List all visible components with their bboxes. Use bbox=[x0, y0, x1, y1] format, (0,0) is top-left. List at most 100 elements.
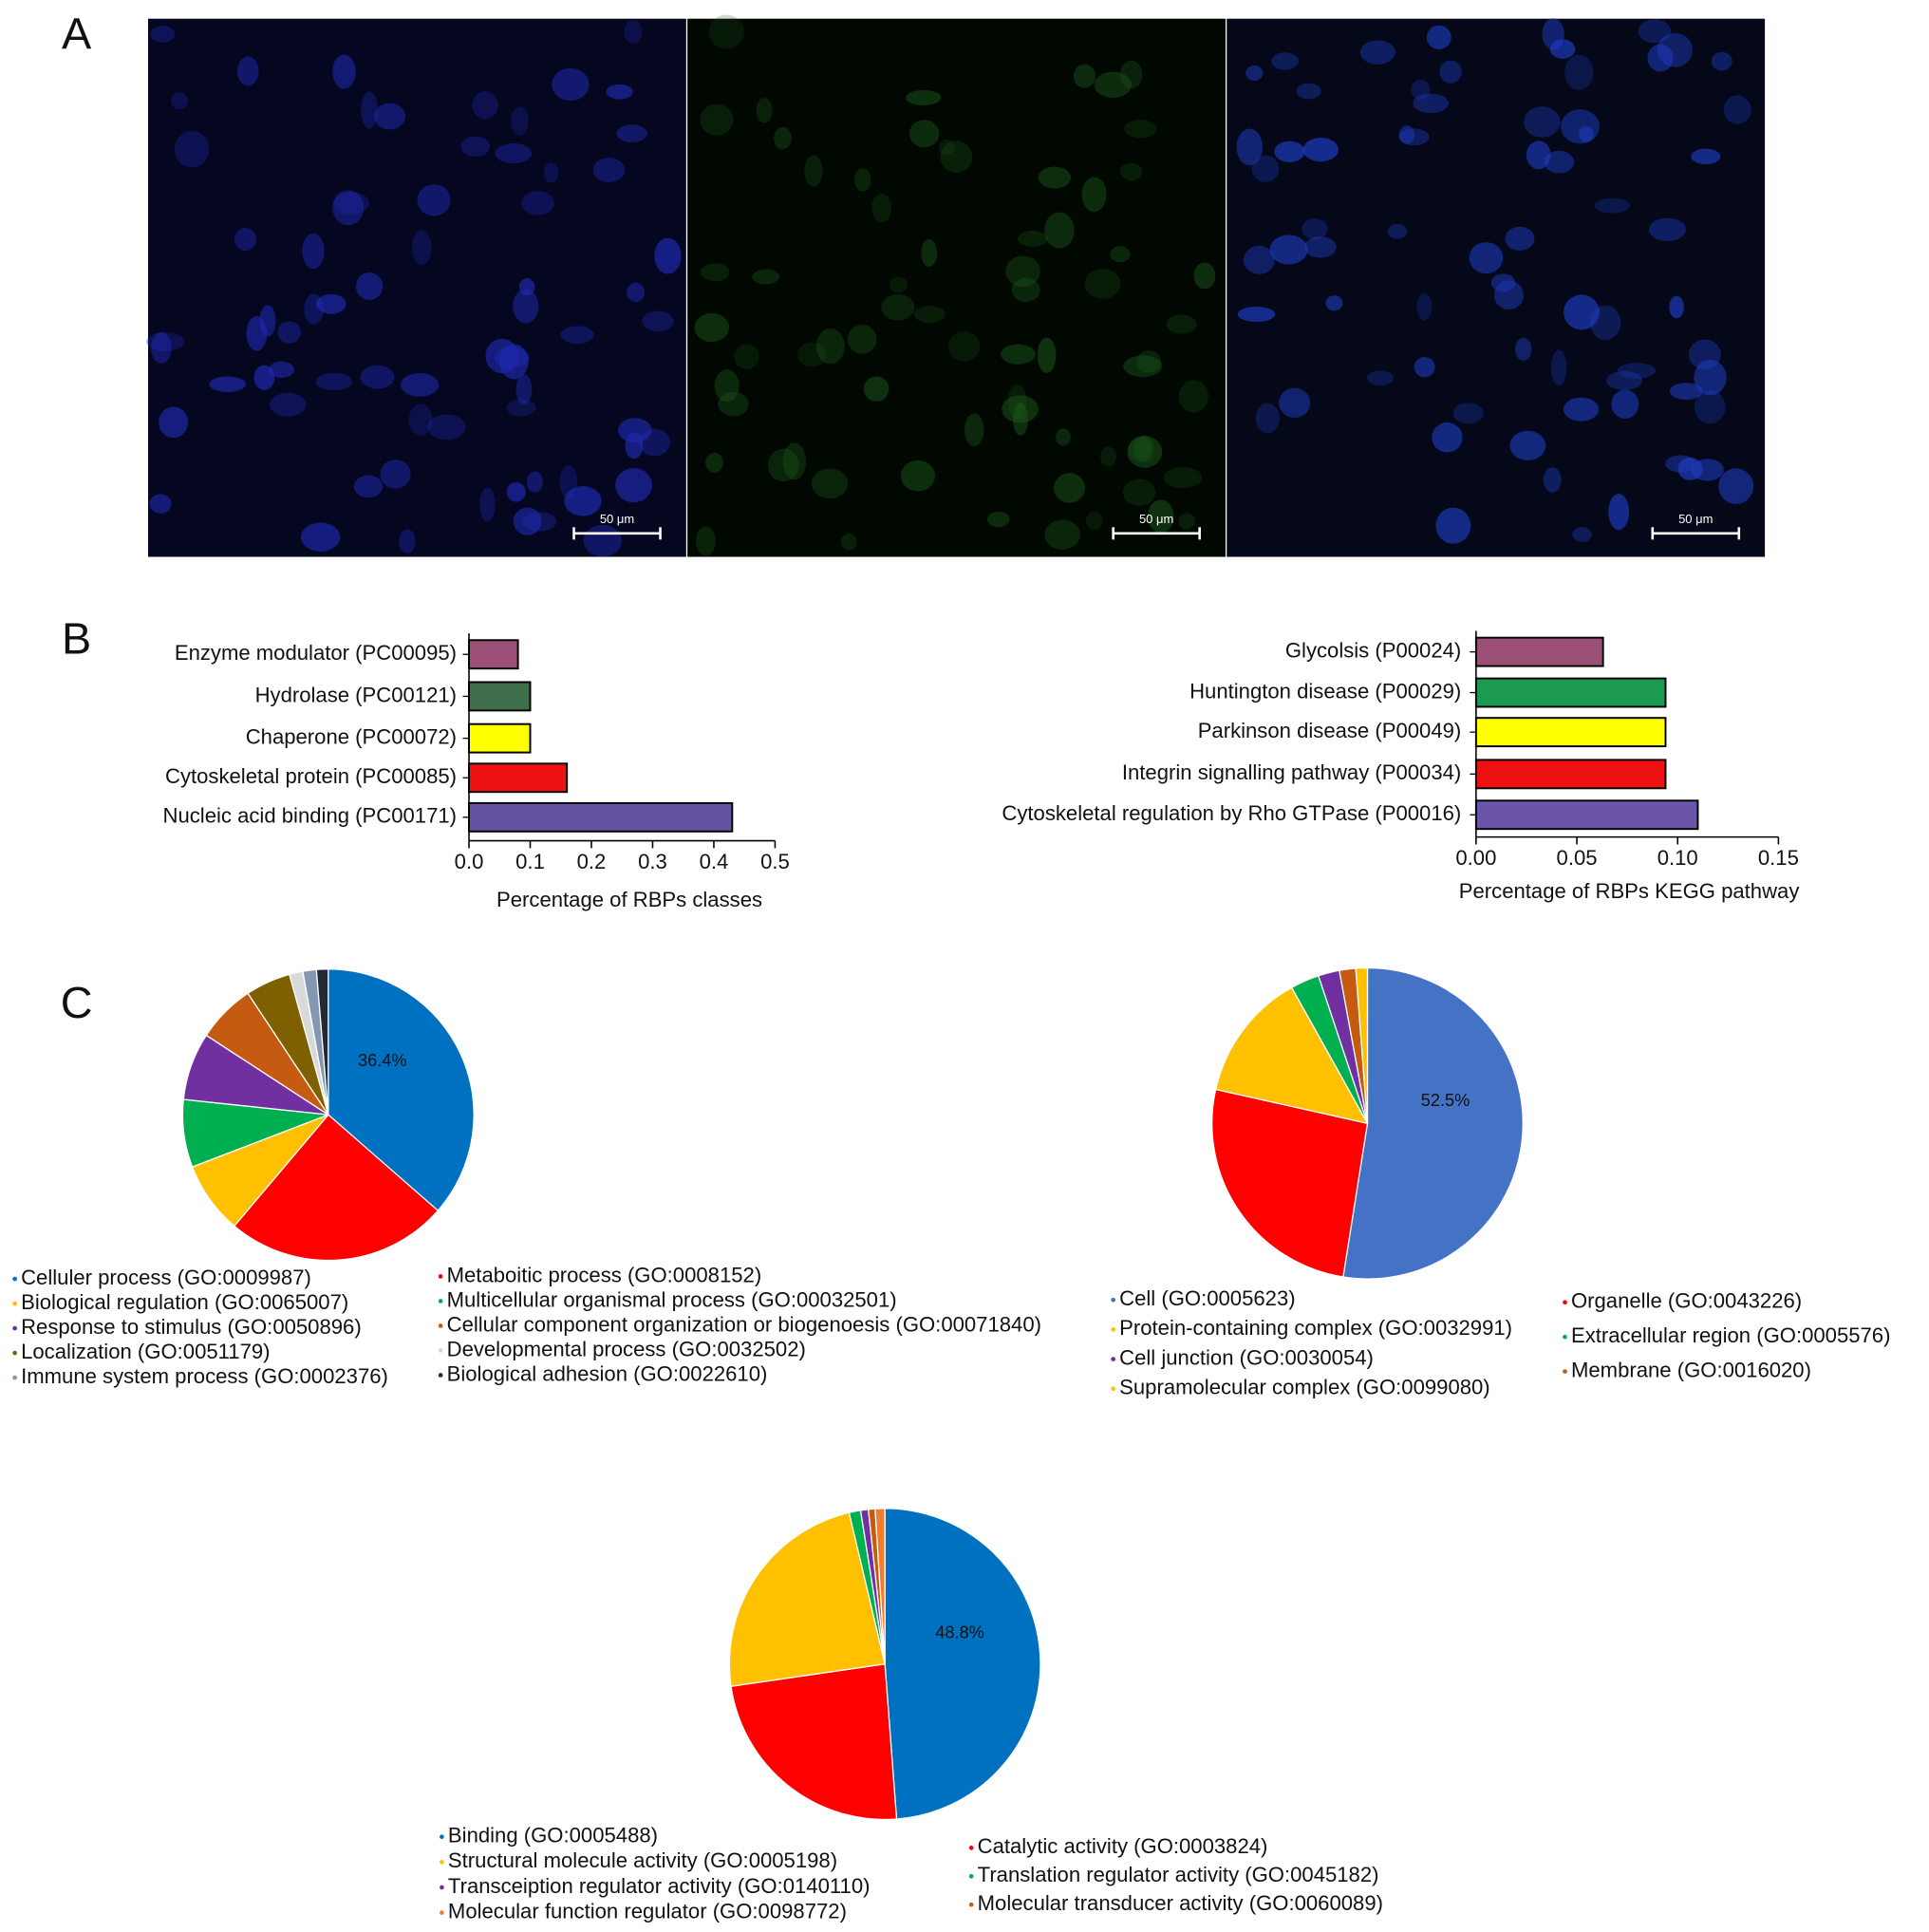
micrograph bbox=[1227, 18, 1766, 557]
cell bbox=[1124, 119, 1157, 139]
pie-slice bbox=[1214, 986, 1369, 1125]
cell bbox=[1594, 197, 1631, 214]
cell bbox=[718, 391, 749, 417]
cell bbox=[149, 494, 172, 514]
cell bbox=[947, 331, 981, 362]
data-label: 36.4% bbox=[358, 1051, 407, 1070]
legend-label: Translation regulator activity (GO:00451… bbox=[978, 1863, 1379, 1886]
cell bbox=[752, 269, 780, 285]
legend-label: Catalytic activity (GO:0003824) bbox=[978, 1834, 1268, 1858]
legend-label: Celluler process (GO:0009987) bbox=[21, 1266, 311, 1289]
cell bbox=[708, 14, 745, 49]
x-tick-label: 0.4 bbox=[700, 850, 729, 873]
cell bbox=[694, 312, 730, 343]
legend-swatch bbox=[12, 1276, 17, 1282]
cell bbox=[1119, 162, 1143, 181]
cell bbox=[812, 468, 849, 499]
cell bbox=[804, 155, 823, 187]
y-tick-label: Parkinson disease (P00049) bbox=[1198, 719, 1462, 742]
cell bbox=[1094, 71, 1133, 98]
x-tick-label: 0.10 bbox=[1657, 846, 1698, 870]
data-label: 52.5% bbox=[1421, 1091, 1470, 1110]
legend-swatch bbox=[1563, 1334, 1567, 1340]
cell bbox=[863, 376, 890, 402]
cell bbox=[479, 487, 496, 522]
cell bbox=[472, 90, 498, 120]
pie-slice bbox=[728, 1511, 886, 1688]
cell bbox=[1359, 40, 1395, 65]
bar bbox=[1474, 759, 1667, 790]
cell bbox=[209, 376, 247, 392]
cell bbox=[890, 276, 908, 293]
cell bbox=[900, 460, 936, 492]
cell bbox=[1638, 19, 1672, 44]
cell bbox=[1178, 380, 1209, 413]
pie-slice bbox=[233, 1114, 440, 1262]
legend-label: Cell junction (GO:0030054) bbox=[1119, 1345, 1374, 1369]
cell bbox=[1550, 349, 1567, 386]
x-tick-label: 0.1 bbox=[515, 850, 545, 873]
cell bbox=[333, 192, 370, 215]
cell bbox=[159, 406, 189, 439]
x-tick-label: 0.5 bbox=[760, 850, 790, 873]
legend-label: Supramolecular complex (GO:0099080) bbox=[1119, 1376, 1490, 1399]
pie-slice bbox=[884, 1508, 1041, 1820]
y-tick-label: Glycolsis (P00024) bbox=[1285, 638, 1461, 662]
cell bbox=[304, 293, 325, 325]
cell bbox=[1648, 217, 1687, 241]
cell bbox=[1136, 350, 1162, 373]
data-label: 48.8% bbox=[935, 1623, 984, 1641]
cell bbox=[639, 428, 670, 457]
cell bbox=[401, 372, 440, 397]
legend-swatch bbox=[438, 1323, 443, 1328]
cell bbox=[315, 372, 353, 391]
legend-label: Structural molecule activity (GO:0005198… bbox=[448, 1848, 837, 1872]
cell bbox=[1694, 359, 1727, 396]
x-axis-label: Percentage of RBPs KEGG pathway bbox=[1459, 879, 1800, 903]
pie-slice bbox=[1211, 1088, 1369, 1278]
cell bbox=[700, 103, 734, 136]
cell bbox=[1544, 150, 1575, 174]
y-tick-label: Integrin signalling pathway (P00034) bbox=[1122, 760, 1461, 784]
cell bbox=[1007, 384, 1027, 420]
cell bbox=[654, 237, 682, 274]
cell bbox=[1509, 430, 1546, 460]
x-tick-label: 0.00 bbox=[1455, 846, 1496, 870]
cell bbox=[1549, 39, 1576, 59]
cell bbox=[408, 403, 433, 436]
cell bbox=[986, 511, 1010, 528]
cell bbox=[606, 84, 633, 100]
cell bbox=[921, 239, 938, 268]
cell bbox=[1081, 177, 1107, 213]
cell bbox=[705, 452, 723, 473]
cell bbox=[1296, 83, 1321, 100]
cell bbox=[506, 399, 536, 417]
cell bbox=[485, 338, 518, 374]
cell bbox=[1084, 269, 1121, 299]
scale-bar-label: 50 μm bbox=[1678, 512, 1713, 526]
legend-label: Multicellular organismal process (GO:000… bbox=[447, 1287, 897, 1311]
cell bbox=[1452, 403, 1485, 424]
cell bbox=[1119, 60, 1143, 89]
cell bbox=[360, 365, 395, 389]
y-tick-label: Hydrolase (PC00121) bbox=[255, 683, 457, 706]
legend-swatch bbox=[1111, 1297, 1115, 1303]
cell bbox=[714, 369, 740, 403]
cell bbox=[277, 321, 302, 344]
legend-swatch bbox=[1563, 1369, 1567, 1374]
legend-label: Extracellular region (GO:0005576) bbox=[1571, 1323, 1891, 1347]
pie-slice bbox=[1342, 966, 1524, 1280]
cell bbox=[234, 228, 257, 252]
cell bbox=[1411, 79, 1431, 100]
cell bbox=[1147, 499, 1174, 534]
cell bbox=[734, 344, 759, 369]
cell bbox=[1647, 44, 1674, 72]
pie-slice bbox=[328, 968, 475, 1212]
cell bbox=[1526, 141, 1551, 170]
cell bbox=[1665, 455, 1695, 473]
cell bbox=[1694, 390, 1726, 424]
cell bbox=[615, 467, 652, 503]
cell bbox=[1054, 473, 1086, 503]
y-tick-label: Huntington disease (P00029) bbox=[1189, 679, 1461, 703]
